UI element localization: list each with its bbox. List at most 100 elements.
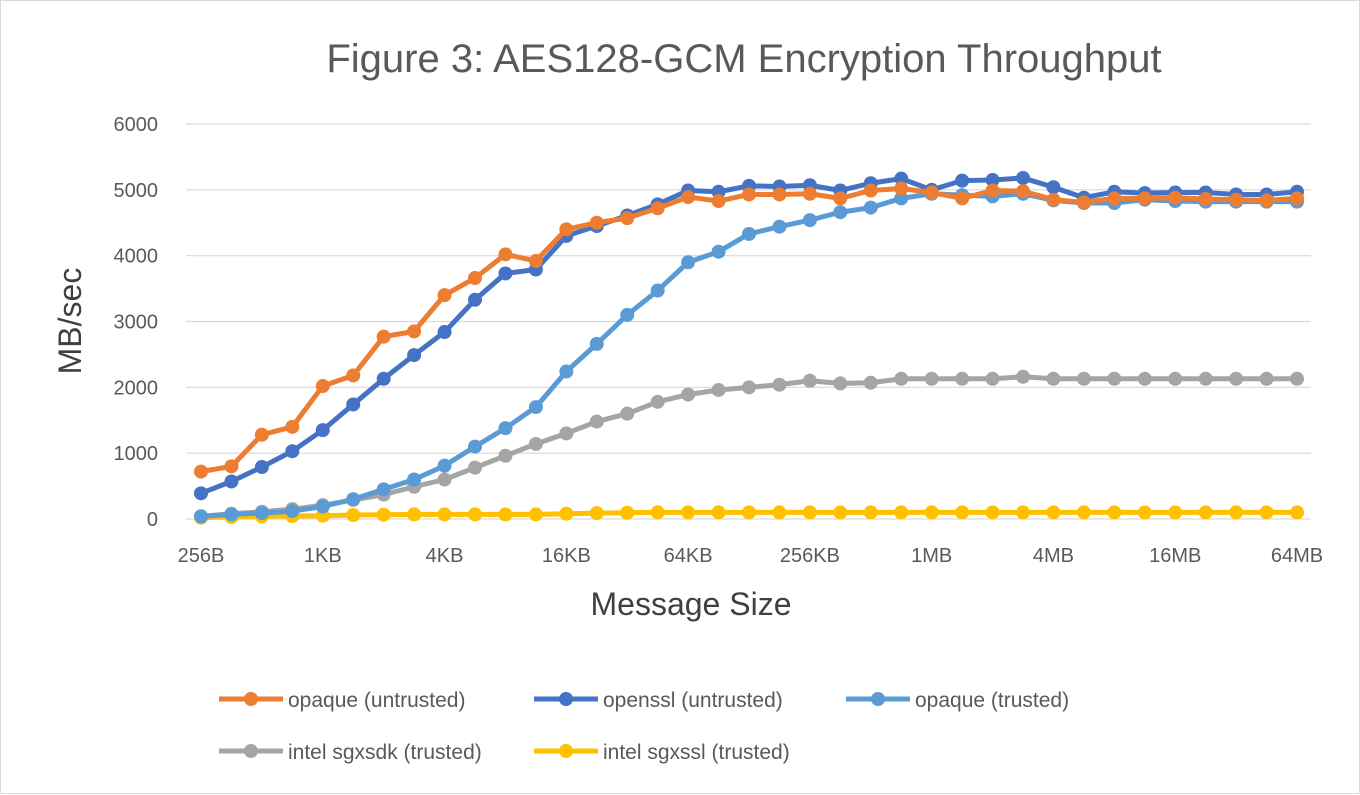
data-point <box>315 423 330 438</box>
data-point <box>346 368 361 383</box>
legend-label: intel sgxssl (trusted) <box>603 741 790 764</box>
series-4 <box>194 505 1304 525</box>
data-point <box>194 486 208 501</box>
data-point <box>772 505 787 520</box>
chart-title: Figure 3: AES128-GCM Encryption Throughp… <box>326 37 1161 81</box>
data-point <box>742 380 756 395</box>
data-point <box>498 448 513 463</box>
data-point <box>254 459 269 474</box>
data-point <box>437 472 452 487</box>
data-point <box>985 172 1000 187</box>
data-point <box>468 460 482 475</box>
data-point <box>376 371 391 386</box>
x-tick-label: 16MB <box>1149 545 1201 567</box>
x-tick-label: 1KB <box>304 545 342 567</box>
data-point <box>315 499 330 514</box>
data-point <box>681 387 696 402</box>
data-point <box>924 505 939 520</box>
data-point <box>711 505 726 520</box>
y-tick-label: 6000 <box>114 114 159 136</box>
data-point <box>620 211 635 226</box>
data-point <box>802 505 817 520</box>
data-point <box>346 492 361 507</box>
data-point <box>407 507 422 522</box>
data-point <box>1107 505 1122 520</box>
data-point <box>955 505 970 520</box>
y-tick-label: 5000 <box>114 180 159 202</box>
x-tick-label: 1MB <box>911 545 952 567</box>
data-point <box>1198 192 1213 207</box>
data-point <box>650 394 665 409</box>
data-point <box>1290 371 1304 386</box>
data-point <box>985 183 1000 198</box>
data-point <box>1046 371 1061 386</box>
data-point <box>376 507 391 522</box>
data-point <box>711 244 726 259</box>
x-axis-ticks: 256B 1KB 4KB 16KB 64KB 256KB 1MB 4MB 16MB 64MB <box>178 545 1323 567</box>
data-point <box>863 375 878 390</box>
data-point <box>437 507 452 522</box>
data-point <box>681 255 696 270</box>
data-point <box>437 458 452 473</box>
legend: opaque (untrusted) openssl (untrusted) opa… <box>219 689 1069 764</box>
data-point <box>833 205 848 220</box>
data-point <box>285 419 300 434</box>
legend-label: openssl (untrusted) <box>603 689 783 712</box>
data-point <box>1076 195 1091 210</box>
data-point <box>559 364 574 379</box>
data-point <box>863 200 878 215</box>
data-point <box>528 253 543 268</box>
data-point <box>1198 371 1213 386</box>
data-point <box>742 505 756 520</box>
data-point <box>285 504 300 519</box>
legend-swatch-marker <box>244 744 258 758</box>
series-0 <box>194 181 1304 479</box>
data-point <box>528 507 543 522</box>
data-point <box>894 191 909 206</box>
data-point <box>620 406 635 421</box>
data-point <box>376 329 391 344</box>
data-point <box>1259 505 1274 520</box>
data-point <box>1290 191 1304 206</box>
data-point <box>1259 193 1274 208</box>
data-point <box>1107 371 1122 386</box>
data-point <box>924 185 939 200</box>
series-2 <box>194 186 1304 524</box>
data-point <box>620 307 635 322</box>
data-point <box>894 181 909 196</box>
data-point <box>1046 180 1061 195</box>
legend-label: intel sgxsdk (trusted) <box>288 741 482 764</box>
data-point <box>894 505 909 520</box>
data-point <box>924 371 939 386</box>
data-point <box>1259 371 1274 386</box>
data-point <box>589 336 604 351</box>
data-point <box>1290 505 1304 520</box>
data-point <box>681 190 696 205</box>
data-point <box>407 348 422 363</box>
legend-item-0: opaque (untrusted) <box>219 689 465 712</box>
data-point <box>802 213 817 228</box>
data-point <box>955 173 970 188</box>
data-point <box>650 505 665 520</box>
data-point <box>559 222 574 237</box>
data-point <box>498 421 513 436</box>
y-tick-label: 0 <box>147 509 158 531</box>
data-point <box>772 377 787 392</box>
data-point <box>528 436 543 451</box>
y-axis-label: MB/sec <box>52 268 88 375</box>
data-point <box>833 376 848 391</box>
data-point <box>528 400 543 415</box>
legend-swatch-marker <box>559 744 573 758</box>
x-tick-label: 256KB <box>780 545 840 567</box>
y-tick-label: 2000 <box>114 377 159 399</box>
legend-item-3: intel sgxsdk (trusted) <box>219 741 482 764</box>
data-point <box>1168 505 1183 520</box>
x-tick-label: 64MB <box>1271 545 1323 567</box>
data-point <box>498 507 513 522</box>
data-point <box>1107 191 1122 206</box>
data-point <box>437 325 452 340</box>
data-point <box>346 508 361 523</box>
data-point <box>468 507 482 522</box>
x-axis-label: Message Size <box>591 586 792 622</box>
